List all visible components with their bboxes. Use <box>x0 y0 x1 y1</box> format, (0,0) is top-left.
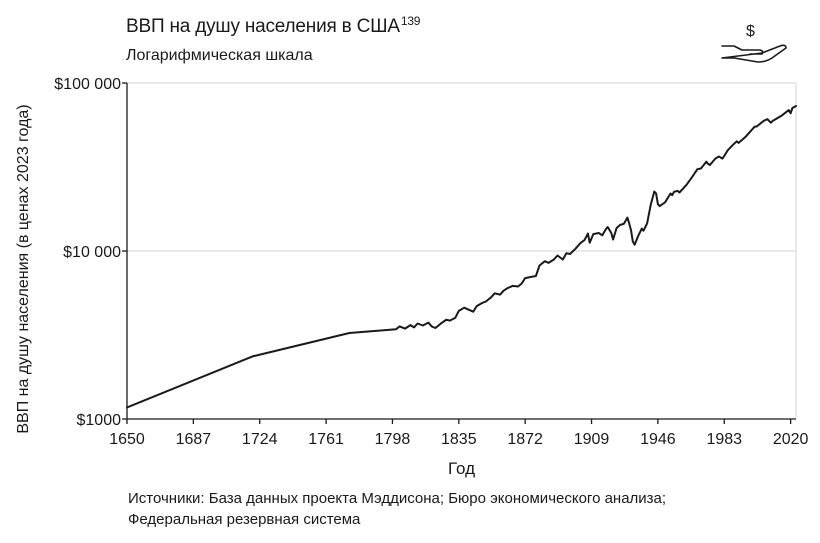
x-axis-label: Год <box>448 459 475 478</box>
dollar-hand-icon: $ <box>721 23 787 63</box>
x-tick-label: 1946 <box>640 431 676 448</box>
series-layer <box>126 105 797 409</box>
series-line <box>126 105 797 409</box>
source-line-1: Источники: База данных проекта Мэддисона… <box>128 490 667 507</box>
source-line-2: Федеральная резервная система <box>128 511 361 528</box>
x-tick-label: 1724 <box>242 431 278 448</box>
x-tick-label: 2020 <box>773 431 809 448</box>
x-tick-label: 1983 <box>706 431 742 448</box>
y-tick-label: $100 000 <box>54 76 121 93</box>
tick-labels: $1000 $10 000 $100 000 1650 1687 1724 1761 1798… <box>54 76 808 448</box>
chart-title: ВВП на душу населения в США139 <box>126 14 420 38</box>
x-tick-label: 1687 <box>176 431 212 448</box>
y-tick-label: $1000 <box>77 412 122 429</box>
dollar-sign-glyph: $ <box>746 23 755 40</box>
axes <box>122 82 796 424</box>
chart-subtitle: Логарифмическая шкала <box>126 47 313 64</box>
grid-lines <box>127 82 797 419</box>
x-tick-label: 1835 <box>441 431 477 448</box>
chart-title-text: ВВП на душу населения в США <box>126 16 400 37</box>
y-tick-label: $10 000 <box>63 244 121 261</box>
source-note: Источники: База данных проекта Мэддисона… <box>128 488 788 530</box>
x-tick-label: 1650 <box>109 431 145 448</box>
x-tick-label: 1798 <box>375 431 411 448</box>
title-footnote: 139 <box>400 14 421 28</box>
y-axis-label: ВВП на душу населения (в ценах 2023 года… <box>15 104 32 433</box>
x-tick-label: 1872 <box>507 431 543 448</box>
x-tick-label: 1909 <box>574 431 610 448</box>
x-tick-label: 1761 <box>308 431 344 448</box>
